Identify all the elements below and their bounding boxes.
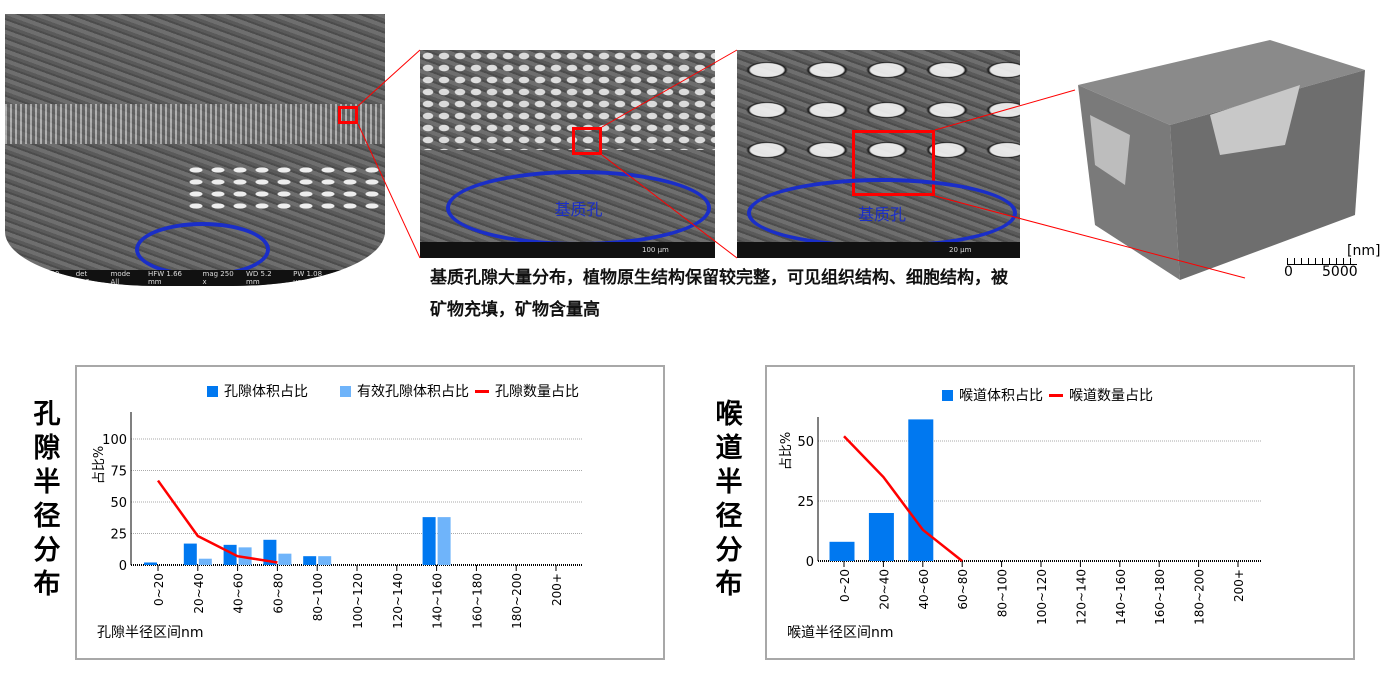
info-det: det CBS [75,270,90,286]
legend-swatch [207,385,218,397]
x-tick-label: 180~200 [1193,569,1207,625]
bar [278,553,292,565]
x-tick-label: 40~60 [917,569,931,610]
info-hfw: HFW 1.66 mm [147,270,182,286]
bar [829,541,855,561]
x-tick-label: 120~140 [391,573,405,629]
count-line [843,435,963,562]
bar [198,558,212,565]
zoom-box-2 [572,127,602,155]
x-tick-label: 200+ [1232,569,1246,602]
pore-radius-chart: 孔隙体积占比 有效孔隙体积占比 孔隙数量占比 0 25 50 75 100 占比% 0~20… [75,365,665,660]
y-axis-label: 占比% [779,432,794,470]
legend-label: 孔隙数量占比 [495,384,579,400]
x-tick-label: 80~100 [996,569,1010,617]
legend: 孔隙体积占比 有效孔隙体积占比 孔隙数量占比 [207,381,579,401]
legend-line [475,389,489,393]
legend-line [1049,393,1063,397]
info-hv: HV 15.00 kV [27,270,60,286]
x-tick-label: 40~60 [232,573,246,614]
legend: 喉道体积占比 喉道数量占比 [942,385,1153,405]
y-tick-label: 25 [797,495,814,510]
y-tick-label: 0 [119,559,127,574]
cube-scale-start: 0 [1284,264,1293,280]
sem-info-bar-1: HV 15.00 kV det CBS mode All HFW 1.66 mm… [5,270,385,286]
bar [422,517,436,565]
x-tick-label: 100~120 [1035,569,1049,625]
throat-radius-chart: 喉道体积占比 喉道数量占比 0 25 50 占比% 0~20 20~40 40~60 60~8… [765,365,1355,660]
x-tick-label: 140~160 [1114,569,1128,625]
x-tick-label: 100~120 [351,573,365,629]
bar [263,539,277,565]
sem-image-overview: HV 15.00 kV det CBS mode All HFW 1.66 mm… [5,14,385,286]
bar [303,556,317,565]
info-mag: mag 250 x [202,270,234,286]
scale-bar-2: 100 μm [642,246,669,254]
legend-label: 喉道数量占比 [1069,388,1153,404]
scale-bar-3: 20 μm [949,246,972,254]
throat-radius-title: 喉道半径分布 [715,399,743,600]
x-axis-label: 孔隙半径区间nm [97,625,204,641]
cube-scale-unit: [nm] [1347,243,1381,259]
sem-image-zoom-1: 基质孔 100 μm [420,50,715,258]
sem-info-bar-2: 100 μm [420,242,715,258]
x-tick-label: 20~40 [877,569,891,610]
x-tick-label: 0~20 [152,573,166,606]
cube-mineral [1090,115,1130,185]
scale-bar-1: 500 μm [361,270,375,286]
pore-radius-title: 孔隙半径分布 [33,399,61,600]
x-tick-label: 20~40 [192,573,206,614]
x-tick-label: 160~180 [1153,569,1167,625]
bar [144,562,157,565]
y-tick-label: 0 [806,555,814,570]
bar [318,556,332,565]
cube-scale-bar [1287,258,1357,265]
count-line [156,479,278,564]
legend-label: 有效孔隙体积占比 [357,384,469,400]
cube-scale-end: 5000 [1322,264,1358,280]
x-axis-label: 喉道半径区间nm [787,625,894,641]
cube-top [1078,40,1365,125]
x-tick-label: 160~180 [470,573,484,629]
x-tick-label: 60~80 [956,569,970,610]
y-axis-label: 占比% [92,446,107,484]
info-wd: WD 5.2 mm [246,270,272,286]
x-tick-label: 140~160 [431,573,445,629]
bar [868,513,894,561]
y-tick-label: 100 [102,433,127,448]
bar [183,543,197,565]
info-mode: mode All [110,270,131,286]
x-tick-label: 200+ [550,573,564,606]
bar [437,517,451,565]
matrix-pore-label-3: 基质孔 [857,205,906,224]
y-tick-label: 50 [110,496,127,511]
x-tick-label: 60~80 [271,573,285,614]
y-tick-label: 75 [110,465,127,480]
x-tick-label: 0~20 [838,569,852,602]
x-tick-label: 80~100 [311,573,325,621]
x-tick-label: 180~200 [510,573,524,629]
y-tick-label: 25 [110,528,127,543]
legend-swatch [340,385,351,397]
sem-image-zoom-2: 基质孔 20 μm [737,50,1020,258]
zoom-box-1 [338,106,358,124]
matrix-pore-label-2: 基质孔 [554,200,603,219]
x-tick-label: 120~140 [1074,569,1088,625]
legend-label: 孔隙体积占比 [224,384,308,400]
sem-info-bar-3: 20 μm [737,242,1020,258]
cube-mineral [1210,85,1300,155]
zoom-connector-lines [357,49,1246,279]
info-pw: PW 1.08 μm [293,270,323,286]
3d-reconstruction-cube [1078,40,1365,280]
bar [908,419,934,561]
caption: 基质孔隙大量分布，植物原生结构保留较完整，可见组织结构、细胞结构，被矿物充填，矿… [430,268,1008,320]
y-tick-label: 50 [797,435,814,450]
legend-swatch [942,389,953,401]
legend-label: 喉道体积占比 [959,388,1043,404]
